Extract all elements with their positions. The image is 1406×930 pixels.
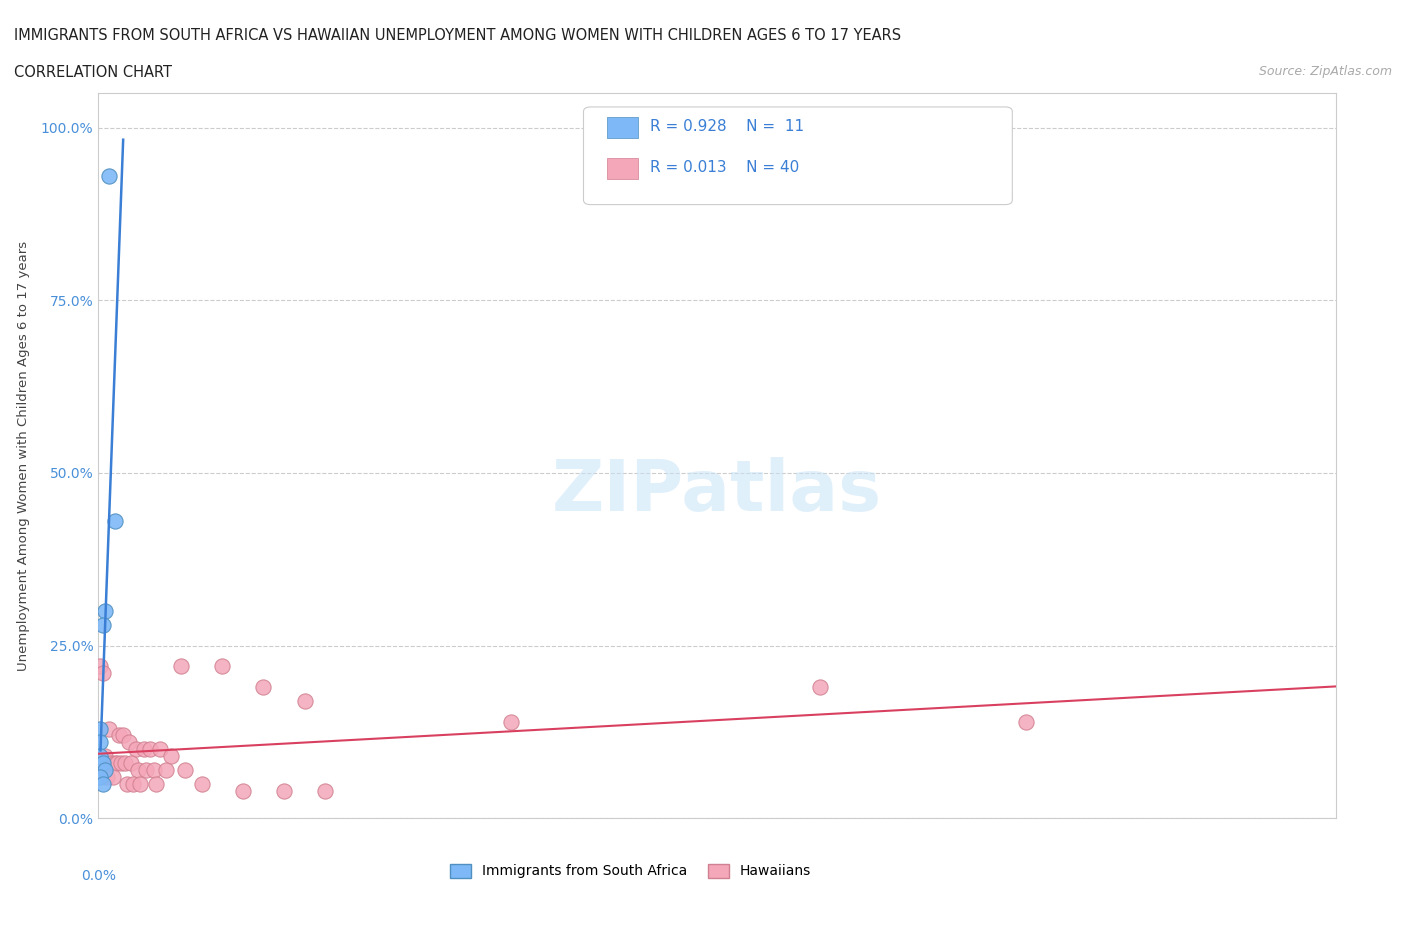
- Point: [89, 769, 111, 784]
- Point: [232, 783, 254, 798]
- Point: [190, 777, 212, 791]
- Point: [91, 666, 114, 681]
- Point: [89, 659, 111, 674]
- Point: [91, 756, 114, 771]
- Point: [112, 728, 135, 743]
- Point: [143, 763, 166, 777]
- Text: IMMIGRANTS FROM SOUTH AFRICA VS HAWAIIAN UNEMPLOYMENT AMONG WOMEN WITH CHILDREN : IMMIGRANTS FROM SOUTH AFRICA VS HAWAIIAN…: [14, 28, 901, 43]
- Point: [89, 735, 111, 750]
- Point: [139, 742, 162, 757]
- Point: [132, 742, 155, 757]
- Point: [104, 514, 127, 529]
- Point: [118, 735, 141, 750]
- Point: [122, 777, 145, 791]
- Point: [117, 777, 139, 791]
- Point: [93, 604, 115, 618]
- Point: [96, 769, 118, 784]
- Point: [294, 694, 316, 709]
- Point: [89, 721, 111, 736]
- Text: ZIPatlas: ZIPatlas: [553, 458, 882, 526]
- Point: [211, 659, 233, 674]
- Point: [97, 721, 120, 736]
- Point: [101, 769, 124, 784]
- Point: [499, 714, 522, 729]
- Point: [252, 680, 274, 695]
- Point: [108, 728, 131, 743]
- Point: [100, 756, 122, 771]
- Point: [808, 680, 831, 695]
- Point: [93, 749, 115, 764]
- Point: [124, 742, 146, 757]
- Text: 0.0%: 0.0%: [82, 870, 115, 884]
- Y-axis label: Unemployment Among Women with Children Ages 6 to 17 years: Unemployment Among Women with Children A…: [17, 241, 30, 671]
- Legend: Immigrants from South Africa, Hawaiians: Immigrants from South Africa, Hawaiians: [444, 858, 817, 884]
- Point: [89, 749, 111, 764]
- Text: R = 0.928    N =  11: R = 0.928 N = 11: [650, 119, 804, 134]
- Text: Source: ZipAtlas.com: Source: ZipAtlas.com: [1258, 65, 1392, 78]
- Point: [93, 763, 115, 777]
- Point: [91, 777, 114, 791]
- Point: [159, 749, 181, 764]
- Point: [127, 763, 149, 777]
- Point: [273, 783, 295, 798]
- Point: [110, 756, 132, 771]
- Point: [314, 783, 336, 798]
- Point: [170, 659, 193, 674]
- Point: [128, 777, 150, 791]
- Point: [174, 763, 197, 777]
- Point: [149, 742, 172, 757]
- Point: [105, 756, 128, 771]
- Point: [135, 763, 157, 777]
- Point: [114, 756, 136, 771]
- Text: R = 0.013    N = 40: R = 0.013 N = 40: [650, 160, 799, 175]
- Point: [104, 756, 127, 771]
- Text: CORRELATION CHART: CORRELATION CHART: [14, 65, 172, 80]
- Point: [155, 763, 177, 777]
- Point: [1015, 714, 1038, 729]
- Point: [120, 756, 142, 771]
- Point: [91, 618, 114, 632]
- Point: [145, 777, 167, 791]
- Point: [97, 168, 120, 183]
